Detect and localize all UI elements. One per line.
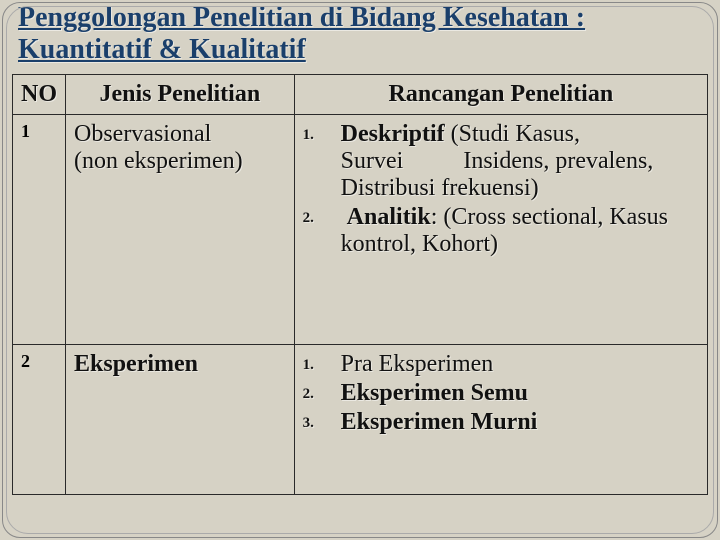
header-jenis: Jenis Penelitian — [66, 75, 295, 115]
cell-rancangan: Pra Eksperimen Eksperimen Semu Eksperime… — [294, 345, 707, 495]
item-bold: Eksperimen Murni — [341, 409, 538, 435]
research-table: NO Jenis Penelitian Rancangan Penelitian… — [12, 74, 708, 495]
cell-jenis: Eksperimen — [66, 345, 295, 495]
rancangan-list: Deskriptif (Studi Kasus, Survei Insidens… — [303, 121, 699, 258]
table-header-row: NO Jenis Penelitian Rancangan Penelitian — [13, 75, 708, 115]
item-bold: Eksperimen Semu — [341, 380, 528, 406]
list-item: Analitik: (Cross sectional, Kasus kontro… — [303, 204, 699, 258]
jenis-line2: (non eksperimen) — [74, 148, 243, 174]
jenis-line1: Observasional — [74, 121, 211, 147]
cell-jenis: Observasional (non eksperimen) — [66, 115, 295, 345]
cell-rancangan: Deskriptif (Studi Kasus, Survei Insidens… — [294, 115, 707, 345]
header-rancangan: Rancangan Penelitian — [294, 75, 707, 115]
slide-title: Penggolongan Penelitian di Bidang Keseha… — [0, 0, 720, 70]
rancangan-list: Pra Eksperimen Eksperimen Semu Eksperime… — [303, 351, 699, 436]
list-item: Deskriptif (Studi Kasus, Survei Insidens… — [303, 121, 699, 202]
item-rest: Pra Eksperimen — [341, 351, 494, 377]
item-bold: Analitik — [347, 204, 431, 230]
table-row: 1 Observasional (non eksperimen) Deskrip… — [13, 115, 708, 345]
header-no: NO — [13, 75, 66, 115]
list-item: Eksperimen Semu — [303, 380, 699, 407]
jenis-line1: Eksperimen — [74, 351, 198, 377]
list-item: Pra Eksperimen — [303, 351, 699, 378]
list-item: Eksperimen Murni — [303, 409, 699, 436]
cell-no: 1 — [13, 115, 66, 345]
table-row: 2 Eksperimen Pra Eksperimen Eksperimen S… — [13, 345, 708, 495]
cell-no: 2 — [13, 345, 66, 495]
item-bold: Deskriptif — [341, 121, 445, 147]
